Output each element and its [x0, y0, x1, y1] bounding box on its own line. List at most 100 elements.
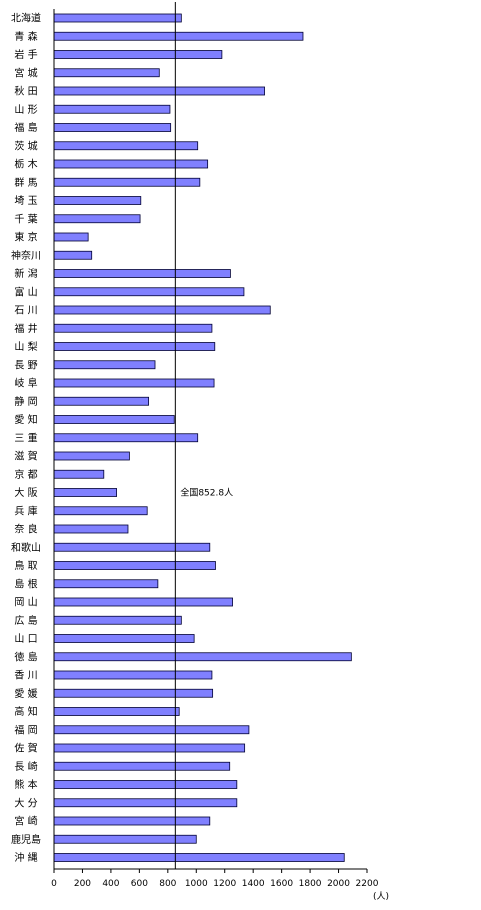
category-label: 徳 島 [14, 650, 37, 663]
bar [53, 542, 211, 552]
category-label: 静 岡 [14, 395, 37, 408]
x-tick-label: 600 [131, 879, 148, 889]
category-label: 広 島 [14, 614, 37, 627]
bar [53, 86, 265, 96]
category-label: 福 井 [14, 322, 37, 335]
category-label: 岩 手 [14, 48, 37, 61]
category-label: 奈 良 [14, 523, 37, 536]
bar [53, 433, 199, 443]
category-label: 山 梨 [14, 340, 37, 353]
bar [53, 615, 182, 625]
category-label: 鹿児島 [11, 833, 41, 846]
category-label: 宮 崎 [14, 815, 37, 828]
category-label: 大 阪 [14, 486, 37, 499]
category-label: 鳥 取 [14, 559, 37, 572]
bar [53, 305, 271, 315]
x-unit-label: (人) [373, 891, 389, 902]
bar [53, 743, 246, 753]
category-label: 熊 本 [14, 778, 37, 791]
category-label: 佐 賀 [14, 743, 37, 755]
bar [53, 816, 211, 826]
category-label: 香 川 [14, 670, 37, 682]
bar [53, 196, 142, 205]
bar [53, 177, 201, 187]
category-label: 埼 玉 [14, 194, 37, 207]
x-tick-label: 800 [159, 879, 176, 889]
bar [53, 232, 89, 242]
category-label: 山 形 [14, 104, 37, 116]
category-label: 愛 知 [14, 413, 37, 426]
category-label: 島 根 [14, 577, 37, 590]
bar [53, 104, 171, 114]
bar [53, 451, 130, 461]
bar [53, 488, 117, 497]
category-label: 東 京 [14, 231, 37, 244]
x-tick-label: 1600 [270, 879, 293, 889]
bar [53, 13, 182, 23]
bar [53, 469, 105, 479]
reference-label: 全国852.8人 [180, 487, 233, 499]
bar [53, 597, 233, 607]
bar [53, 707, 180, 716]
bar [53, 688, 214, 698]
category-label: 岡 山 [14, 597, 37, 609]
category-label: 沖 縄 [14, 851, 37, 864]
category-label: 三 重 [14, 431, 37, 444]
x-tick-labels: 0 200 400 600 800 1000 1200 1400 1600 1800 2000 220… [51, 869, 379, 889]
bar [53, 761, 231, 771]
bar [53, 287, 245, 297]
category-label: 福 岡 [14, 723, 37, 736]
bar [53, 506, 148, 516]
category-label: 長 崎 [14, 760, 37, 773]
bar [53, 342, 216, 351]
bar [53, 68, 160, 78]
bar [53, 214, 141, 224]
category-label: 和歌山 [11, 541, 41, 554]
category-label: 京 都 [14, 468, 37, 481]
category-label: 神奈川 [11, 249, 41, 262]
x-tick-label: 1800 [299, 879, 322, 889]
category-label: 滋 賀 [14, 450, 37, 463]
category-label: 福 島 [14, 121, 37, 134]
category-label: 長 野 [14, 359, 37, 371]
category-label: 新 潟 [14, 267, 37, 280]
x-tick-label: 0 [51, 879, 57, 889]
bar [53, 415, 175, 424]
category-label: 愛 媛 [14, 687, 37, 700]
category-label: 北海道 [11, 12, 41, 25]
category-label: 大 分 [14, 796, 37, 809]
category-label: 秋 田 [14, 85, 37, 98]
bar [53, 670, 213, 680]
bar [53, 524, 129, 534]
x-tick-label: 2200 [356, 879, 379, 889]
category-label: 千 葉 [14, 212, 37, 225]
category-label: 石 川 [14, 306, 37, 317]
bars-group [53, 13, 352, 862]
bar [53, 250, 93, 260]
bar [53, 269, 231, 278]
bar [53, 123, 172, 132]
category-label: 富 山 [14, 285, 37, 298]
bar [53, 360, 156, 370]
bar [53, 561, 216, 570]
bar [53, 396, 150, 406]
category-label: 兵 庫 [14, 504, 37, 517]
bar [53, 31, 304, 41]
x-tick-label: 1200 [213, 879, 236, 889]
category-label: 宮 城 [14, 66, 37, 79]
category-label: 栃 木 [14, 158, 37, 171]
bar [53, 141, 199, 151]
bar [53, 798, 238, 808]
bar [53, 579, 159, 589]
bar [53, 853, 345, 862]
x-tick-label: 1400 [242, 879, 265, 889]
category-label: 青 森 [14, 30, 37, 43]
bar [53, 50, 223, 59]
x-tick-label: 200 [74, 879, 91, 889]
bar [53, 780, 238, 789]
bar [53, 323, 213, 333]
category-label: 岐 阜 [14, 377, 37, 390]
bar [53, 725, 250, 735]
